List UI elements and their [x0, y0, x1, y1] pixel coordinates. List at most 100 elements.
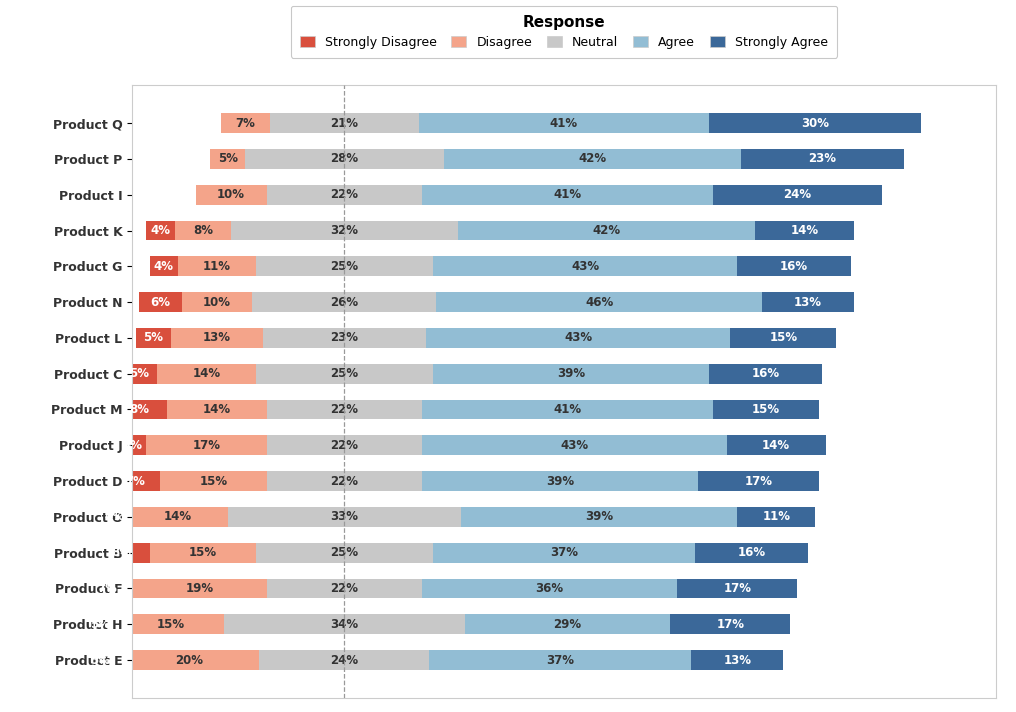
- Bar: [433, 543, 695, 562]
- Bar: [726, 436, 826, 455]
- Text: 4%: 4%: [105, 511, 124, 523]
- Text: 23%: 23%: [809, 152, 836, 165]
- Text: 17%: 17%: [716, 618, 745, 631]
- Bar: [671, 614, 790, 634]
- Text: 16%: 16%: [752, 367, 779, 380]
- Bar: [256, 543, 433, 562]
- Bar: [168, 399, 266, 419]
- Bar: [266, 471, 423, 491]
- Bar: [245, 149, 444, 169]
- Bar: [712, 185, 883, 204]
- Text: 10%: 10%: [203, 295, 231, 308]
- Bar: [132, 579, 266, 598]
- Text: 41%: 41%: [550, 117, 578, 130]
- Text: 16%: 16%: [738, 546, 765, 559]
- Text: 41%: 41%: [554, 403, 581, 416]
- Text: 14%: 14%: [790, 224, 819, 237]
- Bar: [266, 185, 423, 204]
- Bar: [423, 436, 726, 455]
- Bar: [118, 614, 225, 634]
- Text: 21%: 21%: [330, 117, 359, 130]
- Text: 15%: 15%: [752, 403, 779, 416]
- Text: 25%: 25%: [330, 546, 359, 559]
- Bar: [146, 221, 175, 241]
- Bar: [738, 507, 815, 527]
- Text: 15%: 15%: [199, 475, 228, 488]
- Text: 14%: 14%: [192, 367, 220, 380]
- Bar: [712, 399, 819, 419]
- Text: 25%: 25%: [330, 367, 359, 380]
- Bar: [423, 399, 712, 419]
- Bar: [82, 614, 118, 634]
- Text: 8%: 8%: [112, 546, 131, 559]
- Bar: [698, 471, 819, 491]
- Bar: [691, 650, 783, 670]
- Bar: [433, 364, 709, 384]
- Bar: [146, 436, 266, 455]
- Text: 46%: 46%: [585, 295, 614, 308]
- Bar: [111, 471, 161, 491]
- Bar: [225, 614, 464, 634]
- Bar: [220, 113, 270, 133]
- Text: 15%: 15%: [156, 618, 185, 631]
- Text: 4%: 4%: [150, 224, 171, 237]
- Bar: [256, 364, 433, 384]
- Text: 7%: 7%: [236, 117, 255, 130]
- Text: 37%: 37%: [550, 546, 578, 559]
- Text: 14%: 14%: [203, 403, 231, 416]
- Text: 25%: 25%: [330, 260, 359, 273]
- Bar: [741, 149, 903, 169]
- Text: 26%: 26%: [330, 295, 359, 308]
- Text: 23%: 23%: [330, 331, 359, 345]
- Text: 13%: 13%: [795, 295, 822, 308]
- Text: 20%: 20%: [175, 654, 203, 666]
- Text: 43%: 43%: [571, 260, 599, 273]
- Bar: [762, 292, 854, 312]
- Bar: [695, 543, 808, 562]
- Bar: [266, 436, 423, 455]
- Bar: [161, 471, 266, 491]
- Bar: [93, 543, 149, 562]
- Bar: [178, 256, 256, 276]
- Bar: [118, 436, 146, 455]
- Text: 8%: 8%: [193, 224, 213, 237]
- Bar: [677, 579, 798, 598]
- Text: 6%: 6%: [150, 295, 171, 308]
- Bar: [111, 399, 168, 419]
- Bar: [437, 292, 762, 312]
- Text: 37%: 37%: [547, 654, 574, 666]
- Text: 16%: 16%: [780, 260, 808, 273]
- Bar: [135, 328, 171, 347]
- Bar: [118, 650, 259, 670]
- Bar: [731, 328, 836, 347]
- Text: 4%: 4%: [122, 439, 142, 452]
- Text: 22%: 22%: [330, 188, 359, 201]
- Bar: [444, 149, 741, 169]
- Bar: [139, 292, 182, 312]
- Text: 13%: 13%: [203, 331, 231, 345]
- Text: 11%: 11%: [762, 511, 790, 523]
- Bar: [228, 507, 461, 527]
- Bar: [149, 256, 178, 276]
- Bar: [171, 328, 263, 347]
- Bar: [709, 113, 922, 133]
- Text: 39%: 39%: [557, 367, 585, 380]
- Text: 33%: 33%: [330, 511, 359, 523]
- Text: 5%: 5%: [90, 618, 110, 631]
- Text: 42%: 42%: [592, 224, 621, 237]
- Bar: [433, 256, 738, 276]
- Bar: [461, 507, 738, 527]
- Text: 17%: 17%: [723, 582, 751, 595]
- Bar: [464, 614, 671, 634]
- Text: 42%: 42%: [578, 152, 607, 165]
- Bar: [270, 113, 419, 133]
- Bar: [426, 328, 731, 347]
- Text: 43%: 43%: [564, 331, 592, 345]
- Text: 39%: 39%: [585, 511, 614, 523]
- Text: 22%: 22%: [330, 582, 359, 595]
- Text: 30%: 30%: [802, 117, 829, 130]
- Text: 10%: 10%: [217, 188, 245, 201]
- Text: 7%: 7%: [98, 582, 117, 595]
- Legend: Strongly Disagree, Disagree, Neutral, Agree, Strongly Agree: Strongly Disagree, Disagree, Neutral, Ag…: [291, 6, 837, 58]
- Text: 11%: 11%: [203, 260, 231, 273]
